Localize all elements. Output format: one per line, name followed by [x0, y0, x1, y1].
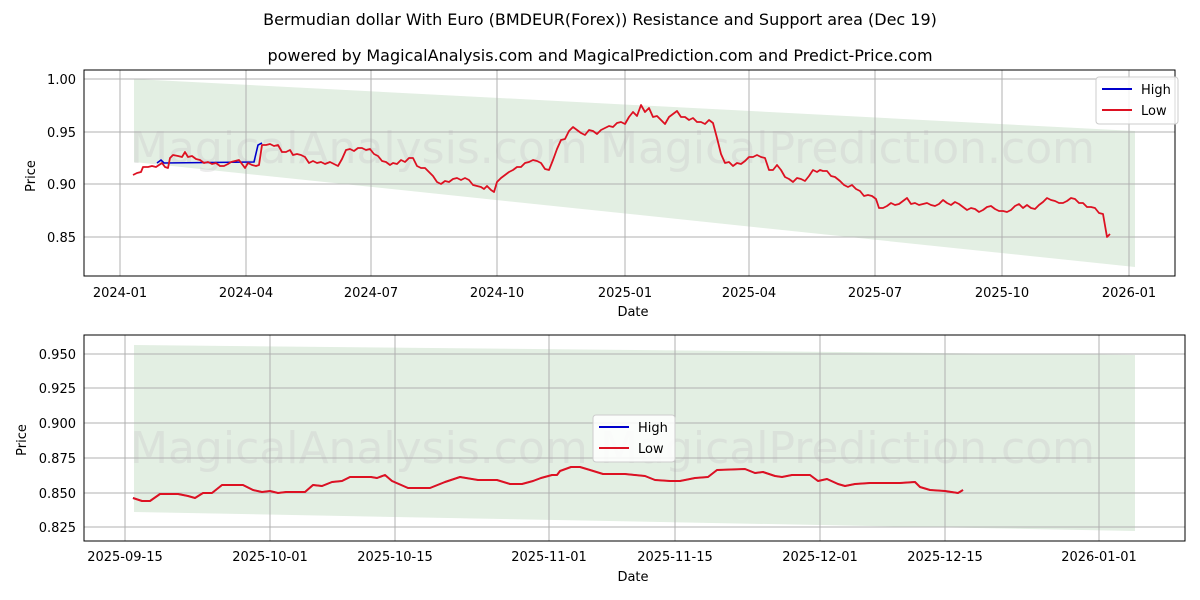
bottom-y-axis-label: Price	[15, 424, 30, 456]
top-y-ticks: 1.00 0.95 0.90 0.85	[47, 73, 76, 246]
svg-text:0.825: 0.825	[39, 521, 76, 536]
svg-text:2025-12-15: 2025-12-15	[907, 550, 983, 565]
svg-text:0.95: 0.95	[47, 126, 76, 141]
svg-text:0.925: 0.925	[39, 382, 76, 397]
bottom-x-ticks: 2025-09-15 2025-10-01 2025-10-15 2025-11…	[87, 550, 1137, 565]
bottom-grid	[84, 335, 1185, 541]
top-legend: High Low	[1095, 76, 1179, 125]
svg-text:0.90: 0.90	[47, 178, 76, 193]
svg-text:0.85: 0.85	[47, 231, 76, 246]
svg-text:2025-12-01: 2025-12-01	[782, 550, 858, 565]
svg-text:2024-10: 2024-10	[470, 286, 524, 301]
bottom-legend: High Low	[592, 414, 676, 463]
top-x-axis-label: Date	[617, 305, 648, 320]
svg-text:0.950: 0.950	[39, 348, 76, 363]
legend-high-label: High	[1141, 83, 1171, 98]
svg-text:2025-04: 2025-04	[722, 286, 776, 301]
legend-low-label-bottom: Low	[638, 442, 664, 457]
bottom-chart: MagicalAnalysis.com MagicalPrediction.co…	[15, 334, 1186, 585]
top-low-line	[132, 104, 1111, 238]
bottom-y-ticks: 0.950 0.925 0.900 0.875 0.850 0.825	[39, 348, 76, 536]
chart-subtitle: powered by MagicalAnalysis.com and Magic…	[267, 46, 933, 65]
svg-text:2025-10: 2025-10	[975, 286, 1029, 301]
svg-text:2025-09-15: 2025-09-15	[87, 550, 163, 565]
legend-low-label: Low	[1141, 104, 1167, 119]
svg-text:2025-11-15: 2025-11-15	[637, 550, 713, 565]
svg-text:0.850: 0.850	[39, 487, 76, 502]
bottom-low-line	[132, 466, 964, 502]
svg-text:0.900: 0.900	[39, 417, 76, 432]
watermark-prediction: MagicalPrediction.com	[600, 123, 1095, 174]
watermark-prediction-bottom: MagicalPrediction.com	[600, 423, 1095, 474]
top-grid	[84, 70, 1175, 276]
svg-text:2025-07: 2025-07	[848, 286, 902, 301]
top-x-ticks: 2024-01 2024-04 2024-07 2024-10 2025-01 …	[93, 286, 1156, 301]
top-resistance-support-band	[134, 79, 1135, 267]
top-y-axis-label: Price	[24, 160, 39, 192]
svg-text:0.875: 0.875	[39, 452, 76, 467]
svg-text:2025-01: 2025-01	[598, 286, 652, 301]
legend-high-label-bottom: High	[638, 421, 668, 436]
svg-text:2026-01: 2026-01	[1102, 286, 1156, 301]
svg-text:1.00: 1.00	[47, 73, 76, 88]
watermark-analysis-bottom: MagicalAnalysis.com	[130, 423, 588, 474]
svg-text:2026-01-01: 2026-01-01	[1061, 550, 1137, 565]
svg-text:2024-07: 2024-07	[344, 286, 398, 301]
svg-text:2024-01: 2024-01	[93, 286, 147, 301]
top-axes-frame	[83, 69, 1176, 277]
svg-text:2025-10-01: 2025-10-01	[232, 550, 308, 565]
svg-text:2024-04: 2024-04	[219, 286, 273, 301]
chart-title: Bermudian dollar With Euro (BMDEUR(Forex…	[263, 10, 937, 29]
top-chart: MagicalAnalysis.com MagicalPrediction.co…	[24, 69, 1179, 320]
bottom-x-axis-label: Date	[617, 570, 648, 585]
bottom-axes-frame	[83, 334, 1186, 542]
svg-text:2025-11-01: 2025-11-01	[511, 550, 587, 565]
svg-text:2025-10-15: 2025-10-15	[357, 550, 433, 565]
